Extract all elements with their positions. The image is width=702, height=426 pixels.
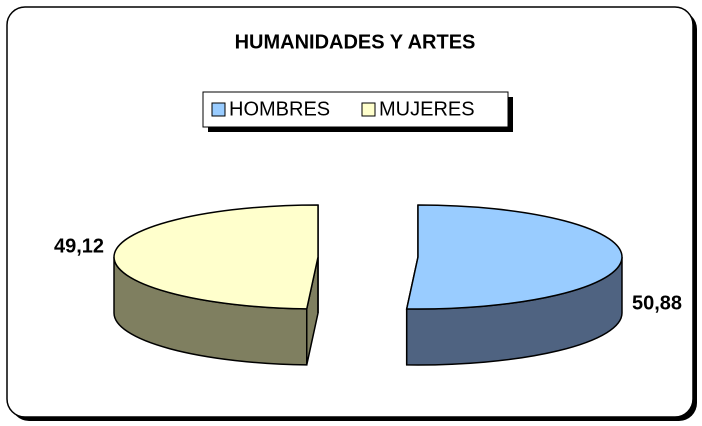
pie-slice [113, 204, 319, 366]
frame [6, 6, 694, 418]
legend-swatch [361, 102, 376, 117]
pie-slice [405, 204, 623, 366]
legend-label: MUJERES [379, 98, 475, 120]
legend-label: HOMBRES [229, 98, 330, 120]
legend-swatch [211, 102, 226, 117]
data-label: 50,88 [632, 292, 682, 314]
pie: 50,88 49,12 [54, 204, 682, 366]
slice-top [113, 204, 319, 310]
slice-top [405, 204, 623, 310]
legend: HOMBRES MUJERES [202, 91, 513, 132]
data-label: 49,12 [54, 235, 104, 257]
chart-title: HUMANIDADES Y ARTES [235, 31, 476, 53]
legend-box [202, 91, 509, 128]
